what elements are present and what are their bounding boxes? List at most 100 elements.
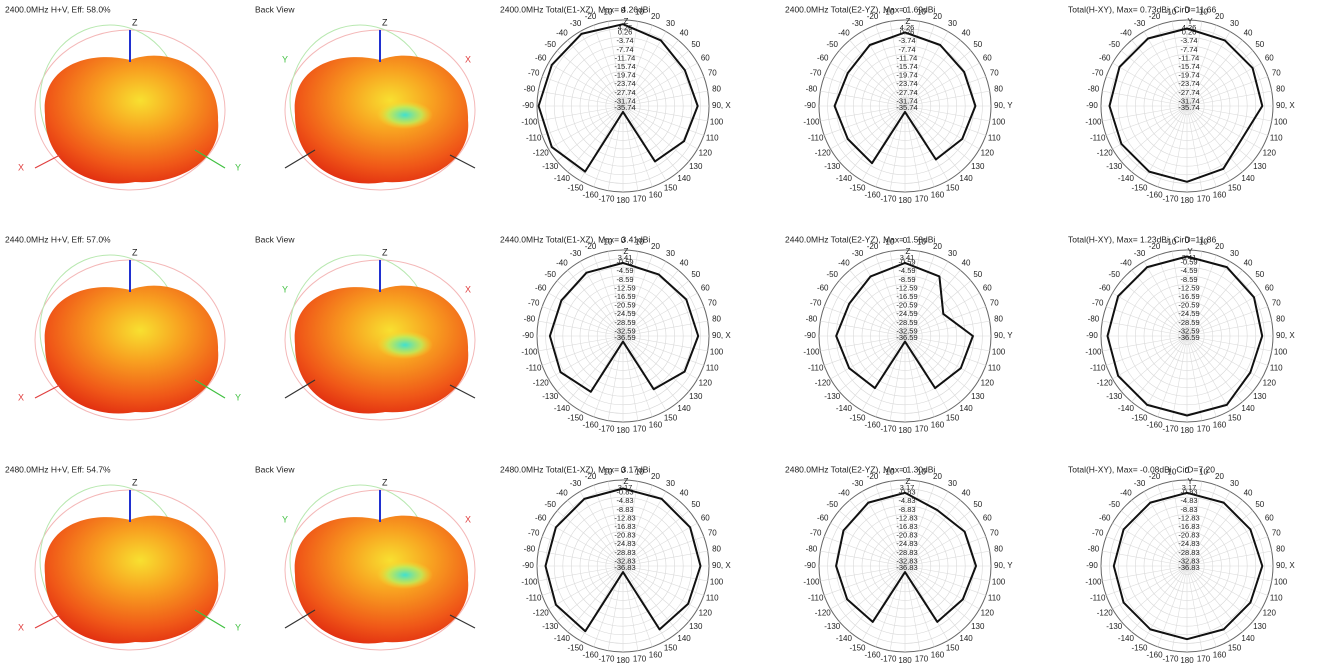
angle-label: 70 [708,69,717,78]
axis-label: Z [132,247,138,257]
view-title: 2440.0MHz H+V, Eff: 57.0% [5,234,111,244]
angle-label: 140 [677,634,691,643]
angle-label: -60 [817,54,829,63]
angle-label: -160 [583,650,600,659]
angle-label: -40 [838,28,850,37]
view-title: Back View [255,464,295,474]
angle-label: 40 [962,488,971,497]
angle-label: -170 [1162,195,1179,204]
angle-label: -120 [815,609,832,618]
angle-label: -140 [1118,174,1135,183]
angle-label: 100 [710,118,724,127]
angle-label: 20 [651,472,660,481]
angle-label: -130 [542,162,559,171]
angle-label: 0 [621,6,626,15]
ring-label: -35.74 [614,103,635,112]
angle-label: -20 [1149,12,1161,21]
angle-label: 60 [701,284,710,293]
angle-label: 180 [1180,426,1194,435]
angle-label: 110 [988,594,1001,603]
ring-label: -36.59 [614,333,635,342]
angle-label: 110 [706,364,719,373]
angle-label: 20 [651,12,660,21]
angle-label: 40 [1244,28,1253,37]
angle-label: 60 [1265,514,1274,523]
angle-label: 90, Y [994,561,1013,570]
angle-label: 170 [633,425,647,434]
axis-label: Y [235,622,241,632]
angle-label: -30 [852,19,864,28]
angle-label: -50 [826,270,838,279]
angle-label: 30 [948,19,957,28]
angle-label: -170 [598,425,615,434]
angle-label: -20 [1149,472,1161,481]
angle-label: 120 [699,379,713,388]
angle-label: 10 [635,468,644,477]
angle-label: 10 [635,8,644,17]
angle-label: -10 [883,238,895,247]
angle-label: -70 [810,529,822,538]
angle-label: -120 [815,379,832,388]
angle-label: -10 [601,238,613,247]
angle-label: 160 [649,190,663,199]
angle-label: -40 [556,488,568,497]
angle-label: 0 [1185,6,1190,15]
axis-label: X [18,162,24,172]
axis-label: X [465,514,471,524]
axis-label: X [18,392,24,402]
angle-label: 70 [990,299,999,308]
angle-label: -170 [880,655,897,663]
angle-label: 110 [1270,134,1283,143]
angle-label: 20 [651,242,660,251]
angle-label: 150 [946,183,960,192]
angle-label: 50 [973,270,982,279]
angle-label: 130 [971,162,985,171]
angle-label: -170 [880,195,897,204]
angle-label: -120 [533,609,550,618]
angle-label: -40 [838,258,850,267]
angle-label: 30 [948,479,957,488]
angle-label: 180 [616,426,630,435]
angle-label: 130 [971,392,985,401]
angle-label: 10 [1199,8,1208,17]
angle-label: -120 [533,379,550,388]
angle-label: 140 [959,174,973,183]
angle-label: -130 [1106,392,1123,401]
angle-label: -160 [1147,420,1164,429]
angle-label: -130 [824,622,841,631]
chart-title: Total(H-XY), Max= 1.23dBi, CirD=11.86 [1068,234,1216,244]
angle-label: -70 [810,69,822,78]
angle-label: 160 [931,190,945,199]
angle-label: 170 [633,655,647,663]
angle-label: -10 [883,468,895,477]
angle-label: -10 [1165,8,1177,17]
angle-label: 80 [994,545,1003,554]
axis-label: Y [282,54,288,64]
angle-label: 80 [994,85,1003,94]
angle-label: -40 [1120,28,1132,37]
angle-label: 100 [1274,118,1288,127]
angle-label: -80 [806,545,818,554]
angle-label: 140 [1241,634,1255,643]
angle-label: 60 [983,284,992,293]
angle-label: -20 [867,242,879,251]
radiation-body [45,516,219,644]
angle-label: 170 [915,195,929,204]
angle-label: 180 [898,196,912,205]
angle-label: 10 [635,238,644,247]
angle-label: 120 [699,609,713,618]
angle-label: 30 [666,479,675,488]
angle-label: 60 [701,54,710,63]
chart-title: Total(H-XY), Max= -0.08dBi, CirD=7.20 [1068,464,1215,474]
angle-label: 150 [664,413,678,422]
angle-label: 10 [1199,238,1208,247]
angle-label: 150 [946,643,960,652]
view-title: 2400.0MHz H+V, Eff: 58.0% [5,4,111,14]
angle-label: 50 [973,500,982,509]
angle-label: 0 [621,236,626,245]
angle-label: 40 [1244,258,1253,267]
angle-label: 0 [903,236,908,245]
angle-label: 120 [699,149,713,158]
angle-label: -120 [1097,379,1114,388]
angle-label: -160 [583,420,600,429]
